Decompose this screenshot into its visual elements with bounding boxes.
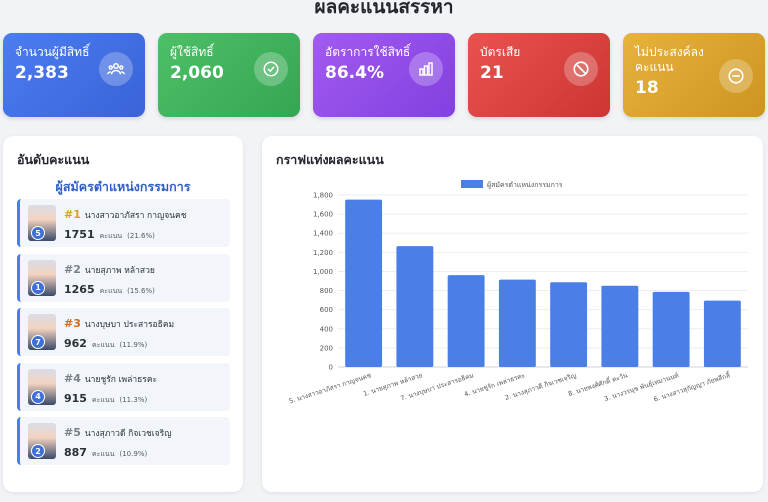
ranking-item: 2 #5 นางสุภาวดี กิจเวชเจริญ 887 คะแนน (10.9%) xyxy=(17,417,230,465)
bar-chart: ผู้สมัครตำแหน่งกรรมการ 0 200 400 600 800 1,000… xyxy=(288,180,748,405)
vote-label: คะแนน xyxy=(91,395,115,404)
y-tick-label: 200 xyxy=(320,344,333,352)
candidate-photo: 5 xyxy=(28,205,56,241)
bar xyxy=(498,279,536,367)
bar xyxy=(652,291,690,367)
ranking-subtitle: ผู้สมัครตำแหน่งกรรมการ xyxy=(55,179,191,194)
stat-value: 2,060 xyxy=(170,63,224,83)
stat-eligible-voters: จำนวนผู้มีสิทธิ์ 2,383 xyxy=(3,33,145,117)
y-tick-label: 1,600 xyxy=(313,211,333,219)
vote-percent: (21.6%) xyxy=(127,232,155,240)
chart-title: กราฟแท่งผลคะแนน xyxy=(276,152,384,167)
candidate-number-badge: 2 xyxy=(31,444,45,458)
stat-label: อัตราการใช้สิทธิ์ xyxy=(325,45,411,59)
y-tick-label: 1,200 xyxy=(313,249,333,257)
y-tick-label: 1,800 xyxy=(313,192,333,200)
candidate-number-badge: 5 xyxy=(31,226,45,240)
check-circle-icon xyxy=(254,52,288,86)
ban-icon xyxy=(564,52,598,86)
candidate-name: นางสาวอาภัสรา กาญจนคช xyxy=(84,211,187,221)
bar-chart-icon xyxy=(409,52,443,86)
page-title: ผลคะแนนสรรหา xyxy=(314,0,454,18)
stat-label: จำนวนผู้มีสิทธิ์ xyxy=(15,45,90,59)
legend-label: ผู้สมัครตำแหน่งกรรมการ xyxy=(487,181,563,189)
bar xyxy=(396,246,434,367)
ranking-item: 4 #4 นายชูรัก เพล่าธรคะ 915 คะแนน (11.3%) xyxy=(17,362,230,411)
bar xyxy=(447,275,485,367)
y-tick-label: 1,400 xyxy=(313,230,333,238)
vote-percent: (15.6%) xyxy=(127,286,155,295)
stat-value: 18 xyxy=(635,78,659,98)
rank-number: #4 xyxy=(64,371,81,385)
candidate-name: นายสุภาพ หล้าสวย xyxy=(84,265,155,276)
rank-number: #3 xyxy=(64,317,81,330)
minus-circle-icon xyxy=(719,59,753,93)
ranking-item: 7 #3 นางบุษบา ประสารอธิคม 962 คะแนน (11.9%) xyxy=(17,308,230,356)
stat-no-vote: ไม่ประสงค์ลงคะแนน 18 xyxy=(623,33,765,117)
bar xyxy=(550,282,588,367)
vote-count: 887 xyxy=(64,446,87,459)
rank-number: #2 xyxy=(64,262,81,276)
vote-count: 1751 xyxy=(64,228,95,241)
candidate-photo: 4 xyxy=(28,368,56,405)
vote-percent: (11.3%) xyxy=(119,395,148,404)
candidate-name: นายชูรัก เพล่าธรคะ xyxy=(84,374,158,385)
stat-value: 86.4% xyxy=(325,63,384,83)
rank-number: #1 xyxy=(64,208,81,221)
ranking-item: 1 #2 นายสุภาพ หล้าสวย 1265 คะแนน (15.6%) xyxy=(17,253,230,302)
ranking-panel: อันดับคะแนน ผู้สมัครตำแหน่งกรรมการ 5 #1 นา… xyxy=(3,136,243,492)
vote-label: คะแนน xyxy=(91,450,115,458)
rank-number: #5 xyxy=(64,426,81,439)
vote-label: คะแนน xyxy=(99,232,123,240)
vote-percent: (11.9%) xyxy=(119,341,148,349)
candidate-photo: 2 xyxy=(28,423,56,459)
y-tick-label: 800 xyxy=(320,287,333,295)
vote-percent: (10.9%) xyxy=(119,450,148,458)
ranking-title: อันดับคะแนน xyxy=(17,152,90,167)
bar xyxy=(345,199,383,367)
candidate-number-badge: 7 xyxy=(31,335,45,349)
chart-panel: กราฟแท่งผลคะแนน ผู้สมัครตำแหน่งกรรมการ 0 2… xyxy=(262,136,763,492)
candidate-name: นางบุษบา ประสารอธิคม xyxy=(84,320,175,330)
ranking-item: 5 #1 นางสาวอาภัสรา กาญจนคช 1751 คะแนน (21.6%) xyxy=(17,199,230,247)
y-tick-label: 1,000 xyxy=(313,268,333,276)
vote-label: คะแนน xyxy=(99,286,123,295)
stat-voters-used: ผู้ใช้สิทธิ์ 2,060 xyxy=(158,33,300,117)
stat-label: ไม่ประสงค์ลงคะแนน xyxy=(635,45,704,74)
y-tick-label: 0 xyxy=(329,364,333,372)
vote-count: 962 xyxy=(64,337,87,350)
legend-swatch xyxy=(461,180,483,188)
candidate-photo: 1 xyxy=(28,259,56,296)
candidate-number-badge: 1 xyxy=(31,280,45,295)
candidate-number-badge: 4 xyxy=(31,389,45,404)
stat-value: 21 xyxy=(480,63,504,83)
stat-value: 2,383 xyxy=(15,63,69,83)
y-tick-label: 400 xyxy=(320,325,333,333)
stats-row: จำนวนผู้มีสิทธิ์ 2,383 ผู้ใช้สิทธิ์ 2,06… xyxy=(3,33,765,117)
candidate-photo: 7 xyxy=(28,314,56,350)
vote-count: 1265 xyxy=(64,282,95,296)
bar xyxy=(601,285,639,367)
ranking-list: 5 #1 นางสาวอาภัสรา กาญจนคช 1751 คะแนน (21.6%)… xyxy=(17,199,230,472)
users-icon xyxy=(99,52,133,86)
vote-count: 915 xyxy=(64,391,87,405)
y-tick-label: 600 xyxy=(320,306,333,314)
bar xyxy=(703,300,741,367)
x-tick-label: 5. นางสาวอาภัสรา กาญจนคช xyxy=(288,371,373,405)
candidate-name: นางสุภาวดี กิจเวชเจริญ xyxy=(84,429,172,439)
stat-label: ผู้ใช้สิทธิ์ xyxy=(170,45,214,59)
stat-turnout-rate: อัตราการใช้สิทธิ์ 86.4% xyxy=(313,33,455,117)
stat-label: บัตรเสีย xyxy=(480,45,521,59)
vote-label: คะแนน xyxy=(91,341,115,349)
stat-invalid-ballots: บัตรเสีย 21 xyxy=(468,33,610,117)
